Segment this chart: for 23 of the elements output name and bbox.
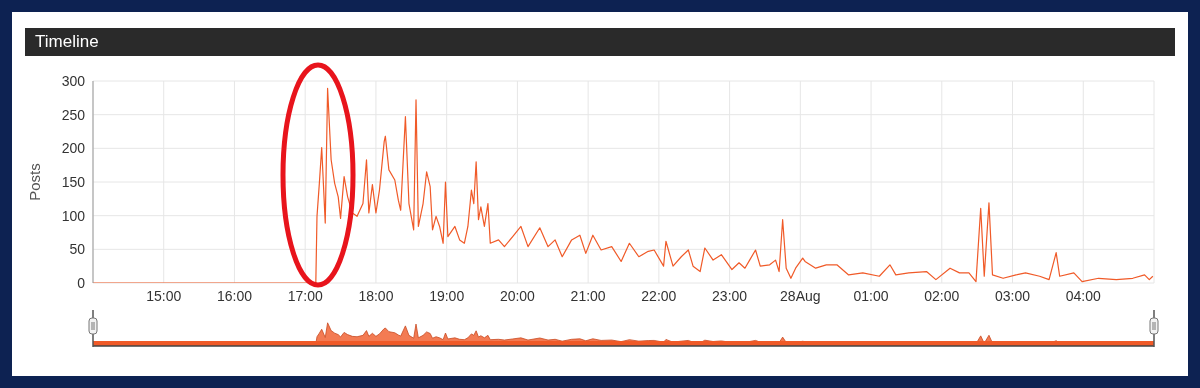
x-tick-label: 19:00 <box>429 287 465 304</box>
chart-title: Timeline <box>25 28 1175 56</box>
x-tick-label: 02:00 <box>924 287 960 304</box>
x-tick-label: 22:00 <box>641 287 677 304</box>
x-tick-label: 15:00 <box>146 287 182 304</box>
y-axis-title: Posts <box>26 163 44 201</box>
y-tick-label: 150 <box>61 173 86 190</box>
x-tick-label: 23:00 <box>712 287 748 304</box>
x-tick-label: 03:00 <box>995 287 1031 304</box>
x-tick-label: 18:00 <box>358 287 394 304</box>
x-tick-label: 20:00 <box>499 287 536 304</box>
x-tick-label: 28Aug <box>780 287 821 304</box>
y-tick-label: 200 <box>61 140 86 157</box>
x-tick-label: 21:00 <box>570 287 606 304</box>
x-tick-label: 01:00 <box>853 287 889 304</box>
x-tick-label: 17:00 <box>287 287 323 304</box>
y-tick-label: 50 <box>69 241 86 258</box>
y-tick-label: 0 <box>77 274 86 291</box>
x-tick-label: 16:00 <box>216 287 253 304</box>
y-tick-label: 250 <box>61 106 86 123</box>
y-tick-label: 100 <box>61 207 86 224</box>
y-tick-label: 300 <box>61 72 86 89</box>
x-tick-label: 04:00 <box>1065 287 1101 304</box>
